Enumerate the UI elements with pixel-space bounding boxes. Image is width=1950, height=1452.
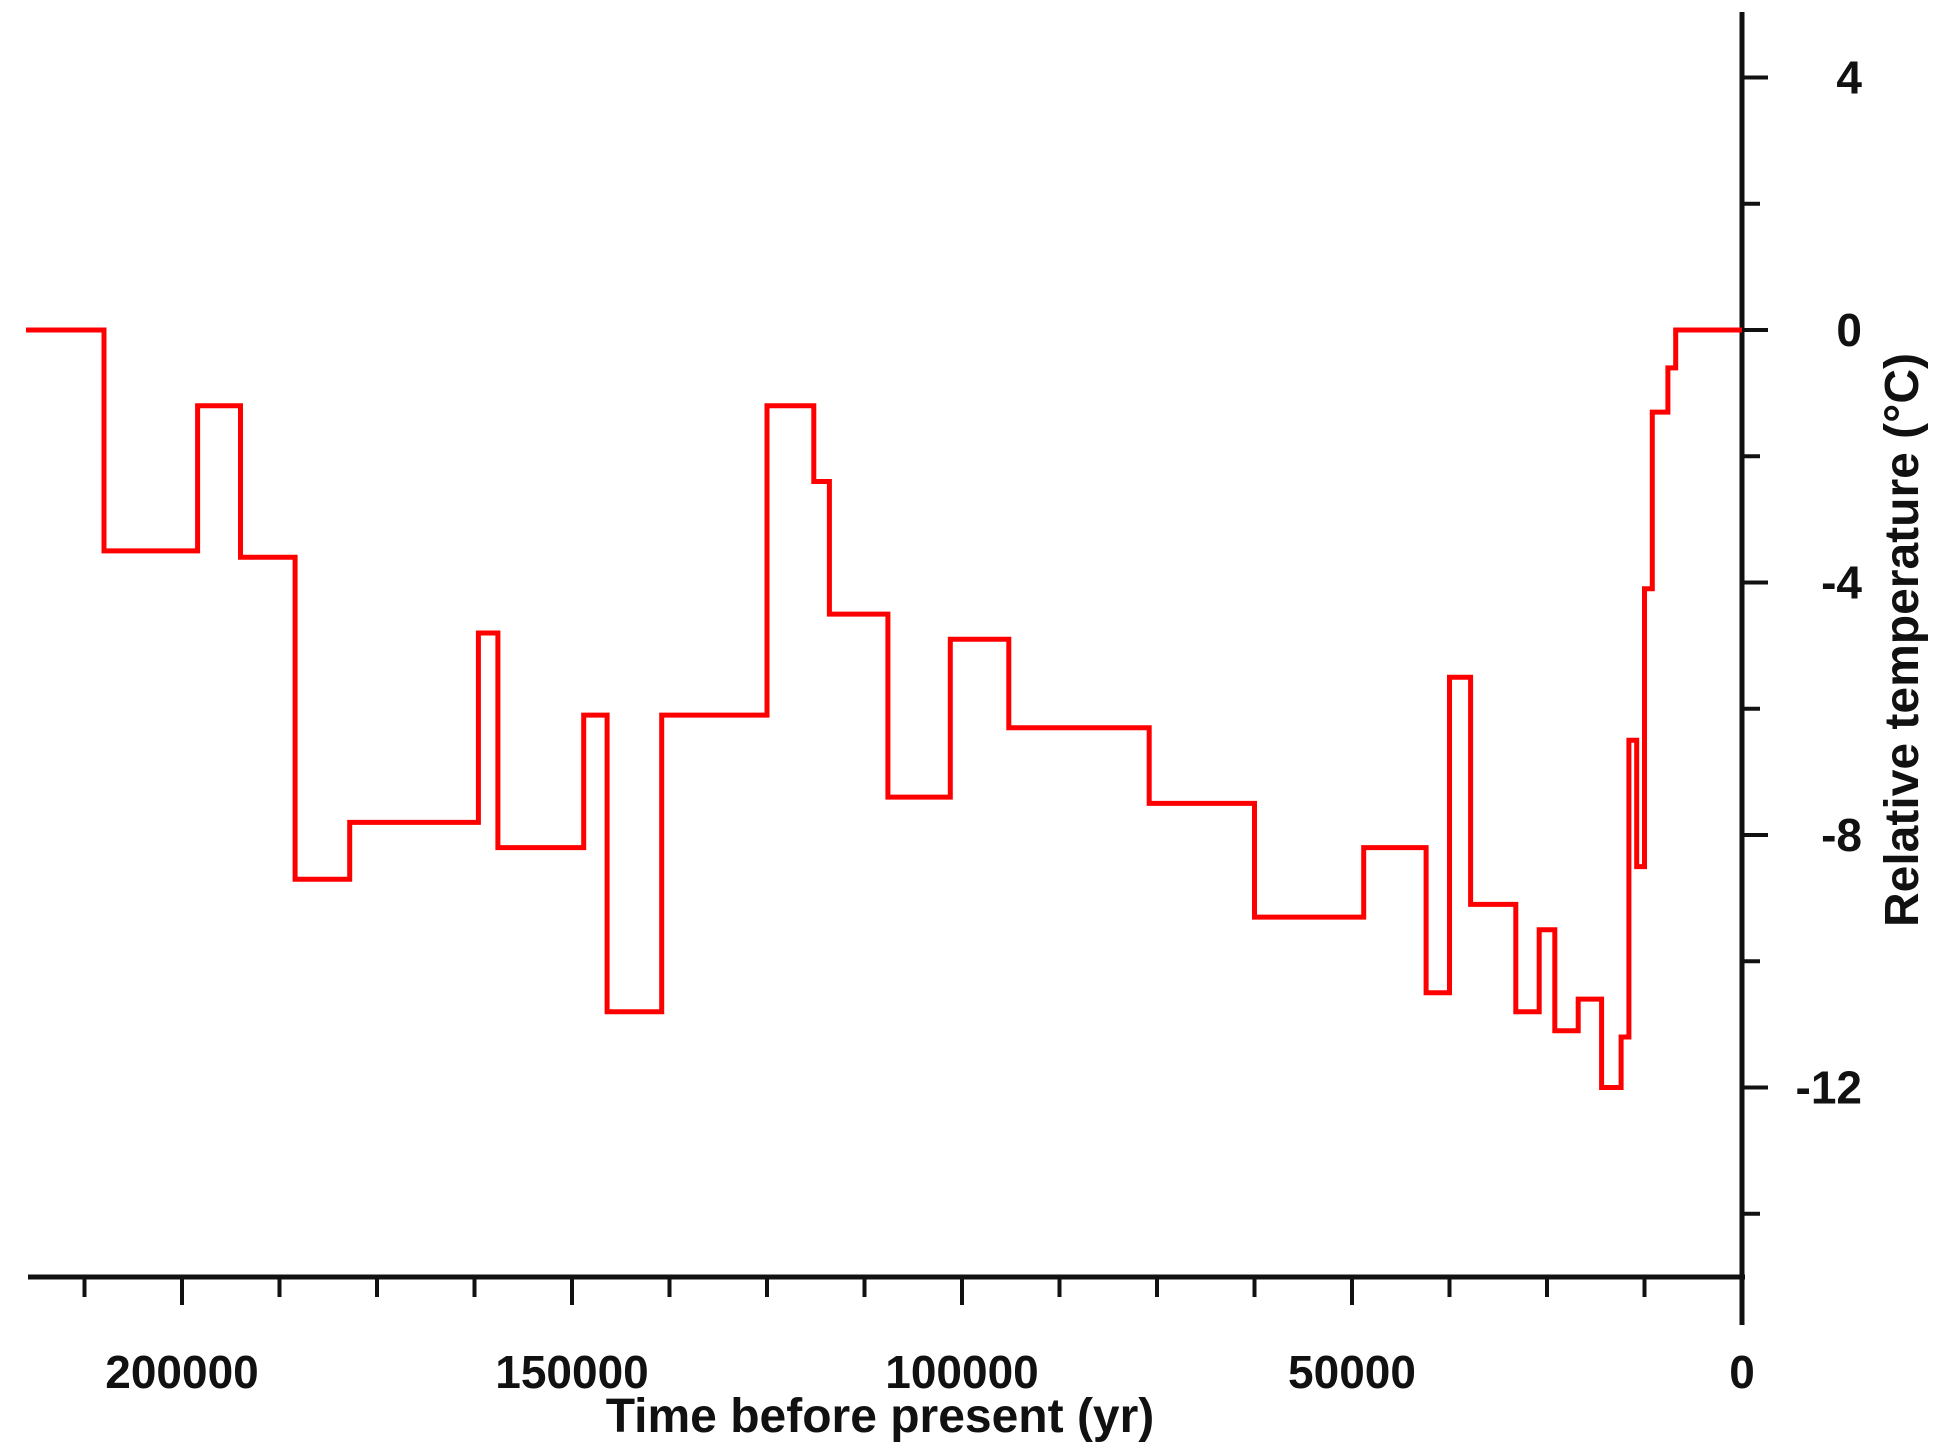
x-tick-label: 150000 [495,1346,649,1398]
x-ticks: 200000 150000 100000 50000 0 [82,1277,1755,1398]
y-tick-label: -4 [1821,557,1862,609]
y-ticks: 4 0 -4 -8 -12 [1742,52,1862,1216]
x-tick-label: 50000 [1288,1346,1416,1398]
y-tick-label: -12 [1796,1062,1862,1114]
temperature-series-line [26,327,1742,1090]
x-tick-label: 0 [1729,1346,1755,1398]
y-tick-label: 0 [1836,304,1862,356]
y-axis-title: Relative temperature (°C) [1876,353,1929,927]
x-tick-label: 200000 [105,1346,259,1398]
x-tick-label: 100000 [885,1346,1039,1398]
x-axis-title: Time before present (yr) [606,1390,1155,1443]
y-tick-label: -8 [1821,809,1862,861]
axes: 200000 150000 100000 50000 0 4 0 -4 -8 -12 [28,12,1862,1398]
y-tick-label: 4 [1836,52,1862,104]
series-layer [26,327,1742,1090]
